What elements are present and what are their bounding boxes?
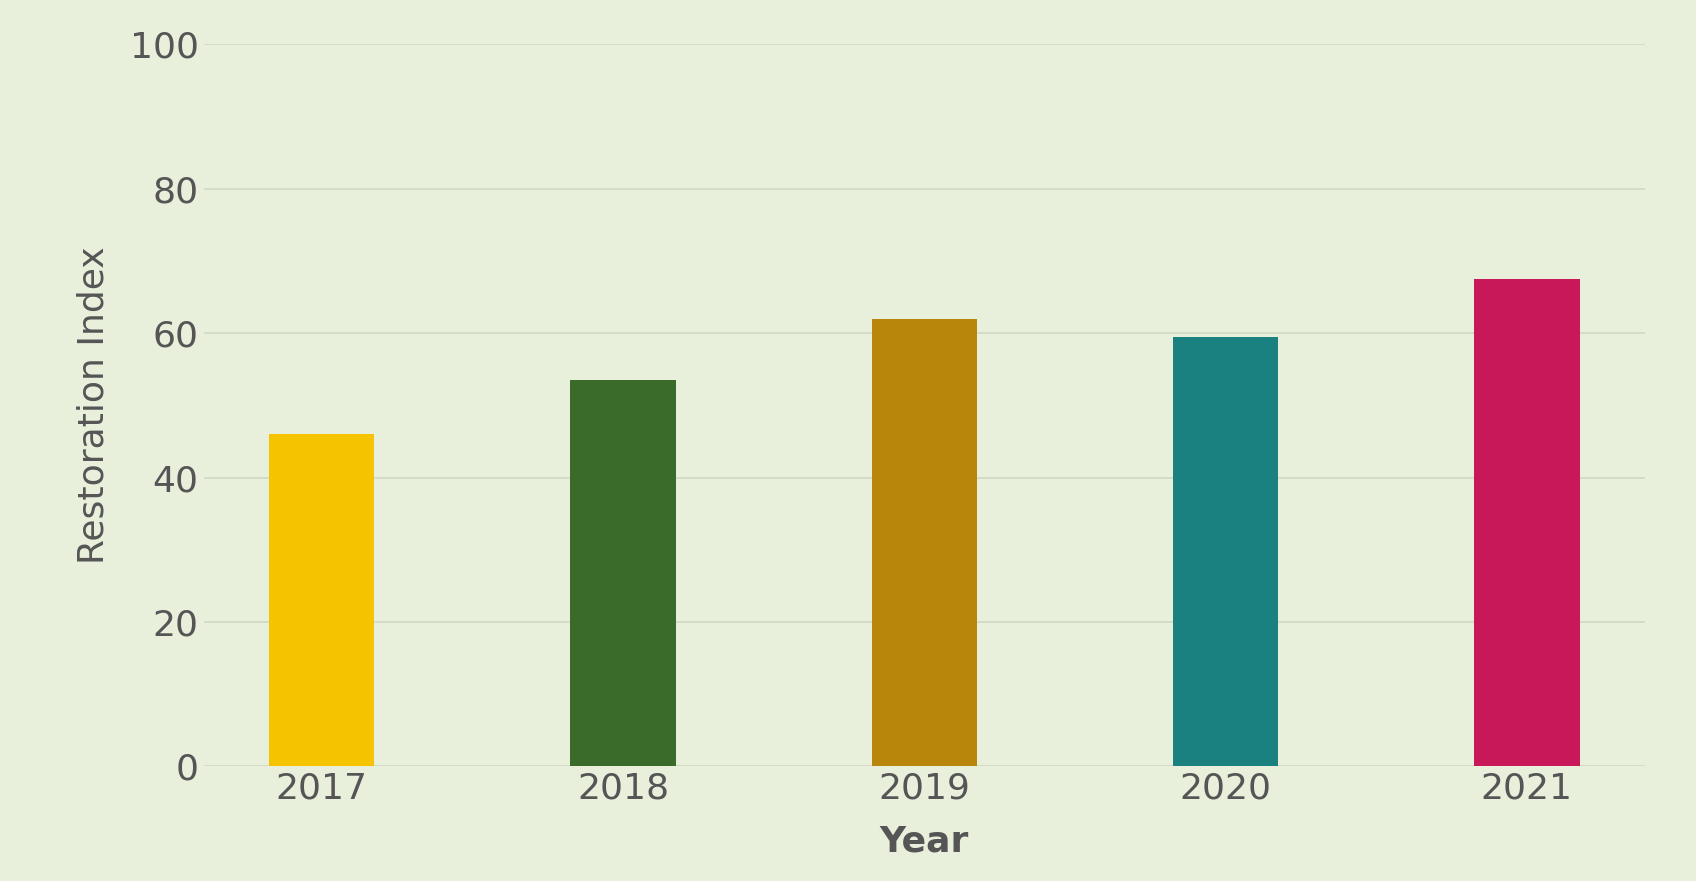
X-axis label: Year: Year <box>880 825 968 859</box>
Bar <box>270 434 375 766</box>
Bar <box>570 380 675 766</box>
Y-axis label: Restoration Index: Restoration Index <box>76 247 110 564</box>
Bar <box>872 319 977 766</box>
Bar <box>1474 278 1579 766</box>
Bar <box>1174 337 1279 766</box>
